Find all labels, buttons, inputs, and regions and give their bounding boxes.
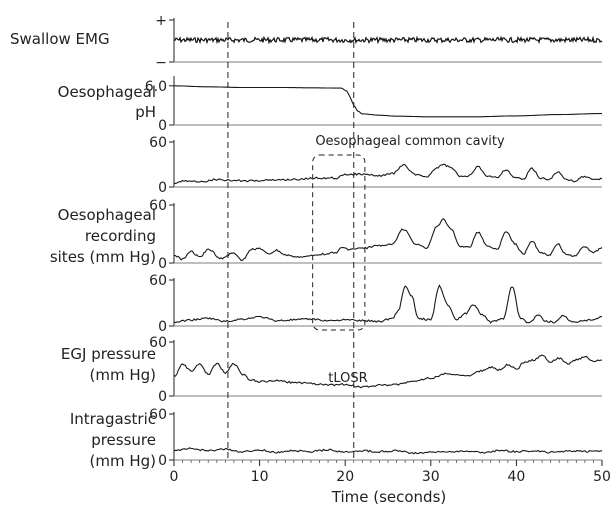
panels: +−Swallow EMG6.00OesophagealpH600600Oeso… — [10, 13, 603, 470]
panel-oes2: 60 0 Oesophageal recording sites (mm Hg) — [50, 198, 603, 272]
y-tick-label-oes3-0: 60 — [149, 273, 167, 289]
y-tick-label-egj-1: 0 — [158, 389, 167, 405]
y-tick-label-ig-1: 0 — [158, 453, 167, 469]
x-tick-label-2: 20 — [336, 469, 354, 485]
y-tick-label-ph-1: 0 — [158, 118, 167, 134]
panel-label-ig-2: (mm Hg) — [90, 452, 157, 470]
y-tick-label-ph-0: 6.0 — [145, 79, 167, 95]
panel-label-ig-0: Intragastric — [70, 410, 156, 428]
panel-ig: 60 0 Intragastric pressure (mm Hg) — [70, 407, 603, 470]
x-tick-label-5: 50 — [593, 469, 611, 485]
annotation-common-cavity: Oesophageal common cavity — [315, 134, 505, 149]
x-tick-label-0: 0 — [170, 469, 179, 485]
trace-egj — [173, 354, 603, 389]
trace-oes2 — [174, 218, 603, 262]
panel-emg: + − Swallow EMG — [10, 13, 603, 71]
panel-oes3: 60 0 — [149, 273, 603, 335]
panel-ph: 6.0 0 Oesophageal pH — [58, 76, 602, 134]
y-tick-label-oes2-0: 60 — [149, 198, 167, 214]
panel-egj: 60 0 EGJ pressure (mm Hg) — [61, 335, 603, 405]
y-tick-label-oes2-1: 0 — [158, 256, 167, 272]
x-tick-label-3: 30 — [422, 469, 440, 485]
panel-label-egj-1: (mm Hg) — [90, 366, 157, 384]
trace-oes3 — [173, 284, 603, 324]
y-tick-label-oes3-1: 0 — [158, 319, 167, 335]
panel-label-ph-0: Oesophageal — [58, 83, 156, 101]
y-tick-label-oes1-0: 60 — [149, 135, 167, 151]
panel-label-ph-1: pH — [135, 103, 156, 121]
panel-oes1: 60 0 — [149, 135, 603, 196]
panel-label-oes2-1: recording — [85, 227, 156, 245]
y-tick-label-oes1-1: 0 — [158, 180, 167, 196]
y-tick-label-egj-0: 60 — [149, 335, 167, 351]
x-axis: 0 10 20 30 40 50 — [170, 460, 611, 485]
x-tick-label-1: 10 — [251, 469, 269, 485]
common-cavity-box — [312, 154, 366, 331]
trace-oes1 — [173, 163, 603, 185]
y-tick-label-emg-1: − — [155, 55, 167, 71]
trace-ph — [174, 85, 602, 118]
panel-label-ig-1: pressure — [91, 431, 156, 449]
x-axis-label: Time (seconds) — [331, 488, 447, 506]
panel-label-oes2-2: sites (mm Hg) — [50, 248, 156, 266]
trace-emg — [173, 35, 603, 45]
trace-ig — [173, 447, 603, 455]
annotations — [227, 22, 366, 462]
annotation-tlosr: tLOSR — [328, 371, 367, 386]
panel-label-emg-0: Swallow EMG — [10, 30, 110, 48]
panel-label-egj-0: EGJ pressure — [61, 345, 156, 363]
panel-label-oes2-0: Oesophageal — [58, 206, 156, 224]
y-tick-label-ig-0: 60 — [149, 407, 167, 423]
x-tick-label-4: 40 — [507, 469, 525, 485]
y-tick-label-emg-0: + — [155, 13, 167, 29]
